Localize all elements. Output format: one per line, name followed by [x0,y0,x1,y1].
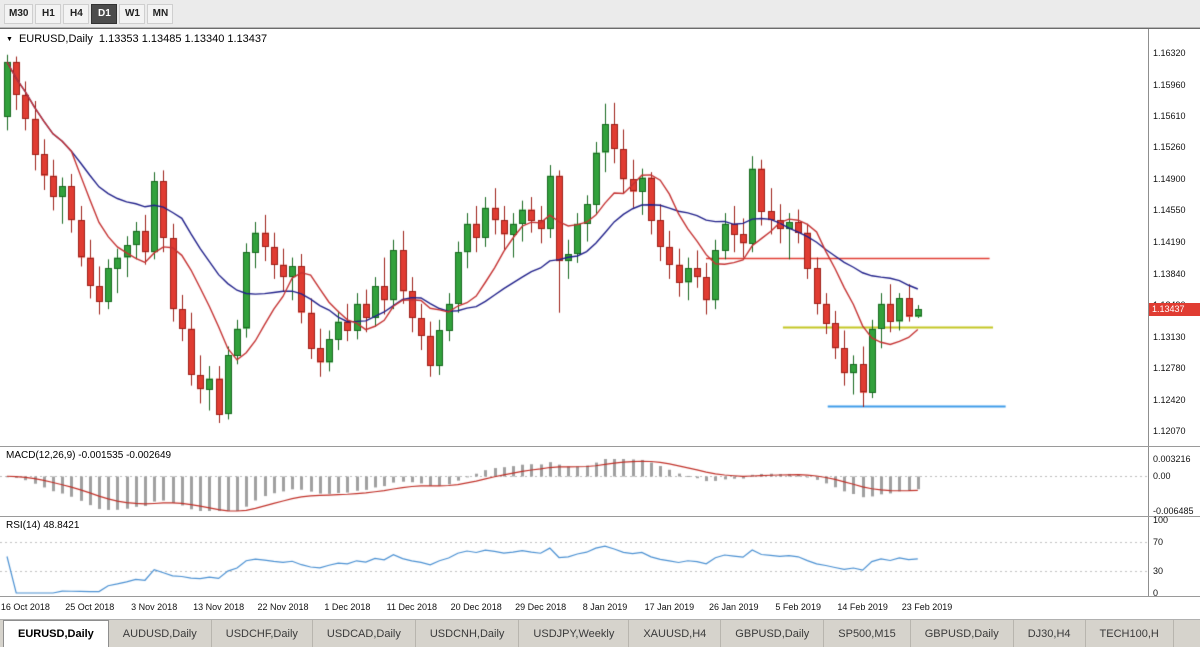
date-label: 26 Jan 2019 [709,602,759,612]
macd-tick-label: -0.006485 [1153,506,1194,516]
timeframe-button-m30[interactable]: M30 [4,3,34,24]
date-label: 17 Jan 2019 [644,602,695,612]
date-label: 8 Jan 2019 [582,602,628,612]
price-tick-label: 1.13130 [1153,331,1186,342]
current-price-badge: 1.13437 [1149,303,1200,317]
price-tick-label: 1.15960 [1153,80,1186,91]
tab-label: USDCAD,Daily [326,627,401,640]
date-label: 1 Dec 2018 [324,602,371,612]
rsi-scale: 100 70 30 0 [1148,515,1200,598]
date-label: 16 Oct 2018 [0,602,50,612]
price-tick-label: 1.14900 [1153,174,1186,185]
macd-tick-label: 0.003216 [1153,454,1191,464]
tab-usdcnh-daily[interactable]: USDCNH,Daily [416,620,520,647]
tab-label: GBPUSD,Daily [735,627,810,640]
timeframe-button-h4[interactable]: H4 [63,3,90,24]
date-label: 23 Feb 2019 [901,602,953,612]
symbol-tab-bar: EURUSD,Daily AUDUSD,Daily USDCHF,Daily USDC… [0,619,1200,647]
price-tick-label: 1.12780 [1153,362,1186,373]
rsi-tick-label: 70 [1153,536,1164,547]
tab-usdchf-daily[interactable]: USDCHF,Daily [212,620,313,647]
candlestick-chart-canvas[interactable] [0,29,1148,446]
macd-scale: 0.003216 0.00 -0.006485 [1148,447,1200,516]
tab-gbpusd-daily[interactable]: GBPUSD,Daily [911,620,1014,647]
tab-label: GBPUSD,Daily [924,627,999,640]
tab-label: TECH100,H [1099,627,1159,640]
tab-label: USDCNH,Daily [429,627,505,640]
date-label: 13 Nov 2018 [193,602,245,612]
price-tick-label: 1.16320 [1153,48,1186,58]
date-label: 14 Feb 2019 [837,602,888,612]
price-tick-label: 1.14190 [1153,237,1186,248]
date-label: 20 Dec 2018 [450,602,502,612]
price-tick-label: 1.14550 [1153,205,1186,216]
macd-panel: MACD(12,26,9) -0.001535 -0.002649 0.0032… [0,446,1200,516]
symbol-label: EURUSD,Daily [18,33,93,45]
tab-label: USDJPY,Weekly [533,627,615,640]
timeframe-button-d1[interactable]: D1 [91,3,118,24]
tab-eurusd-daily[interactable]: EURUSD,Daily [3,620,109,647]
timeframe-toolbar: M30 H1 H4 D1 W1 MN [0,0,1200,28]
price-tick-label: 1.15610 [1153,111,1186,122]
ohlc-values: 1.13353 1.13485 1.13340 1.13437 [98,33,268,45]
timeframe-button-w1[interactable]: W1 [119,3,146,24]
tab-label: DJ30,H4 [1027,627,1071,640]
tab-dj30-h4[interactable]: DJ30,H4 [1014,620,1086,647]
chart-legend: ▼ EURUSD,Daily 1.13353 1.13485 1.13340 1… [6,33,267,45]
rsi-tick-label: 0 [1153,588,1159,598]
tab-usdcad-daily[interactable]: USDCAD,Daily [313,620,416,647]
rsi-label: RSI(14) 48.8421 [6,520,80,531]
symbol-dropdown-icon[interactable]: ▼ [6,35,13,43]
rsi-indicator-canvas[interactable] [0,517,1148,596]
price-tick-label: 1.12070 [1153,426,1186,436]
date-label: 3 Nov 2018 [131,602,178,612]
timeframe-button-h1[interactable]: H1 [35,3,62,24]
timeframe-button-mn[interactable]: MN [147,3,174,24]
main-chart-panel: ▼ EURUSD,Daily 1.13353 1.13485 1.13340 1… [0,28,1200,446]
date-label: 5 Feb 2019 [775,602,821,612]
tab-label: USDCHF,Daily [225,627,298,640]
rsi-panel: RSI(14) 48.8421 100 70 30 0 [0,515,1200,598]
tab-xauusd-h4[interactable]: XAUUSD,H4 [629,620,722,647]
macd-indicator-canvas[interactable] [0,447,1148,516]
rsi-tick-label: 100 [1153,515,1169,525]
date-label: 11 Dec 2018 [386,602,437,612]
tab-audusd-daily[interactable]: AUDUSD,Daily [109,620,212,647]
tab-label: AUDUSD,Daily [122,627,197,640]
tab-label: EURUSD,Daily [18,628,94,640]
tab-gbpusd-daily[interactable]: GBPUSD,Daily [721,620,825,647]
price-tick-label: 1.13840 [1153,268,1186,279]
macd-tick-label: 0.00 [1153,471,1171,482]
tab-label: XAUUSD,H4 [643,627,707,640]
price-tick-label: 1.15260 [1153,142,1186,153]
macd-label: MACD(12,26,9) -0.001535 -0.002649 [6,450,172,461]
date-label: 25 Oct 2018 [65,602,115,612]
rsi-tick-label: 30 [1153,566,1164,577]
tab-label: SP500,M15 [838,627,896,640]
price-tick-label: 1.12420 [1153,394,1186,405]
date-label: 22 Nov 2018 [257,602,309,612]
date-label: 29 Dec 2018 [515,602,567,612]
tab-usdjpy-weekly[interactable]: USDJPY,Weekly [519,620,630,647]
tab-tech100-h[interactable]: TECH100,H [1086,620,1174,647]
tab-sp500-m15[interactable]: SP500,M15 [824,620,911,647]
price-scale: 1.16320 1.15960 1.15610 1.15260 1.14900 1.145… [1148,29,1200,446]
date-axis: 16 Oct 2018 25 Oct 2018 3 Nov 2018 13 Nov 2… [0,596,1200,619]
